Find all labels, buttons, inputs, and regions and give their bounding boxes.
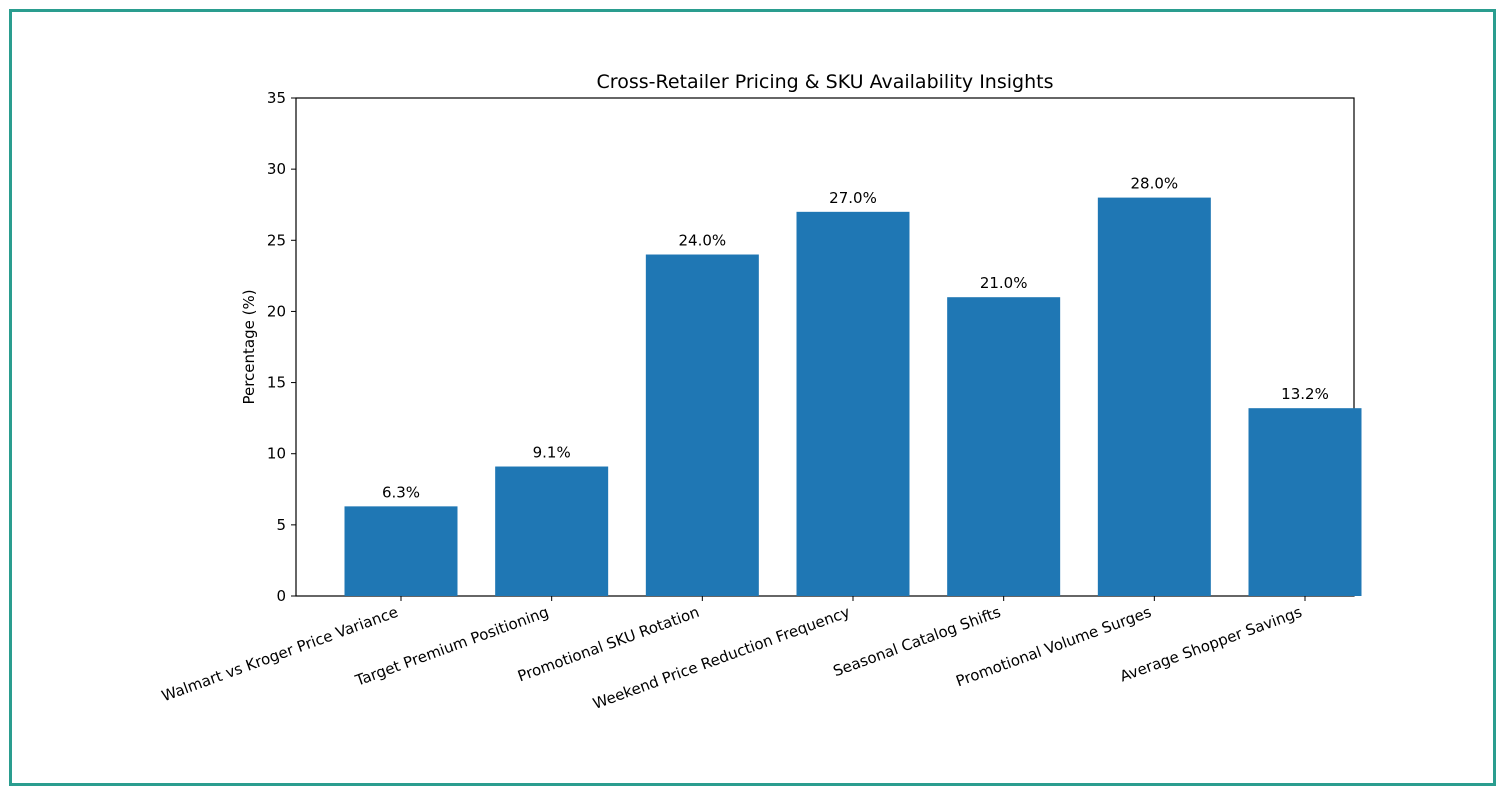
y-axis-label: Percentage (%) <box>240 289 258 404</box>
y-tick-label-5: 25 <box>267 231 286 249</box>
y-tick-label-6: 30 <box>267 160 286 178</box>
y-tick-label-1: 5 <box>276 516 286 534</box>
data-label-3: 24.0% <box>679 232 727 250</box>
data-label-1: 6.3% <box>382 483 420 501</box>
data-labels: 6.3% 9.1% 24.0% 27.0% 21.0% 28.0% 13.2% <box>382 175 1329 502</box>
bar-6 <box>1097 197 1211 596</box>
bar-2 <box>495 466 609 596</box>
y-tick-label-7: 35 <box>267 89 286 107</box>
bar-1 <box>344 506 458 596</box>
bars <box>344 197 1362 597</box>
data-label-6: 28.0% <box>1131 175 1179 193</box>
bar-3 <box>645 254 759 596</box>
data-label-2: 9.1% <box>533 444 571 462</box>
bar-4 <box>796 211 910 597</box>
x-tick-label-1: Walmart vs Kroger Price Variance <box>159 603 400 705</box>
bar-7 <box>1248 408 1362 596</box>
y-ticks: 0 5 10 15 20 25 30 35 <box>267 89 296 605</box>
y-tick-label-2: 10 <box>267 445 286 463</box>
data-label-5: 21.0% <box>980 274 1028 292</box>
y-tick-label-3: 15 <box>267 374 286 392</box>
data-label-7: 13.2% <box>1281 385 1329 403</box>
y-tick-label-4: 20 <box>267 302 286 320</box>
x-tick-label-4: Weekend Price Reduction Frequency <box>590 603 852 713</box>
chart-title: Cross-Retailer Pricing & SKU Availabilit… <box>597 71 1054 93</box>
data-label-4: 27.0% <box>829 189 877 207</box>
bar-5 <box>947 297 1061 596</box>
y-tick-label-0: 0 <box>276 587 286 605</box>
